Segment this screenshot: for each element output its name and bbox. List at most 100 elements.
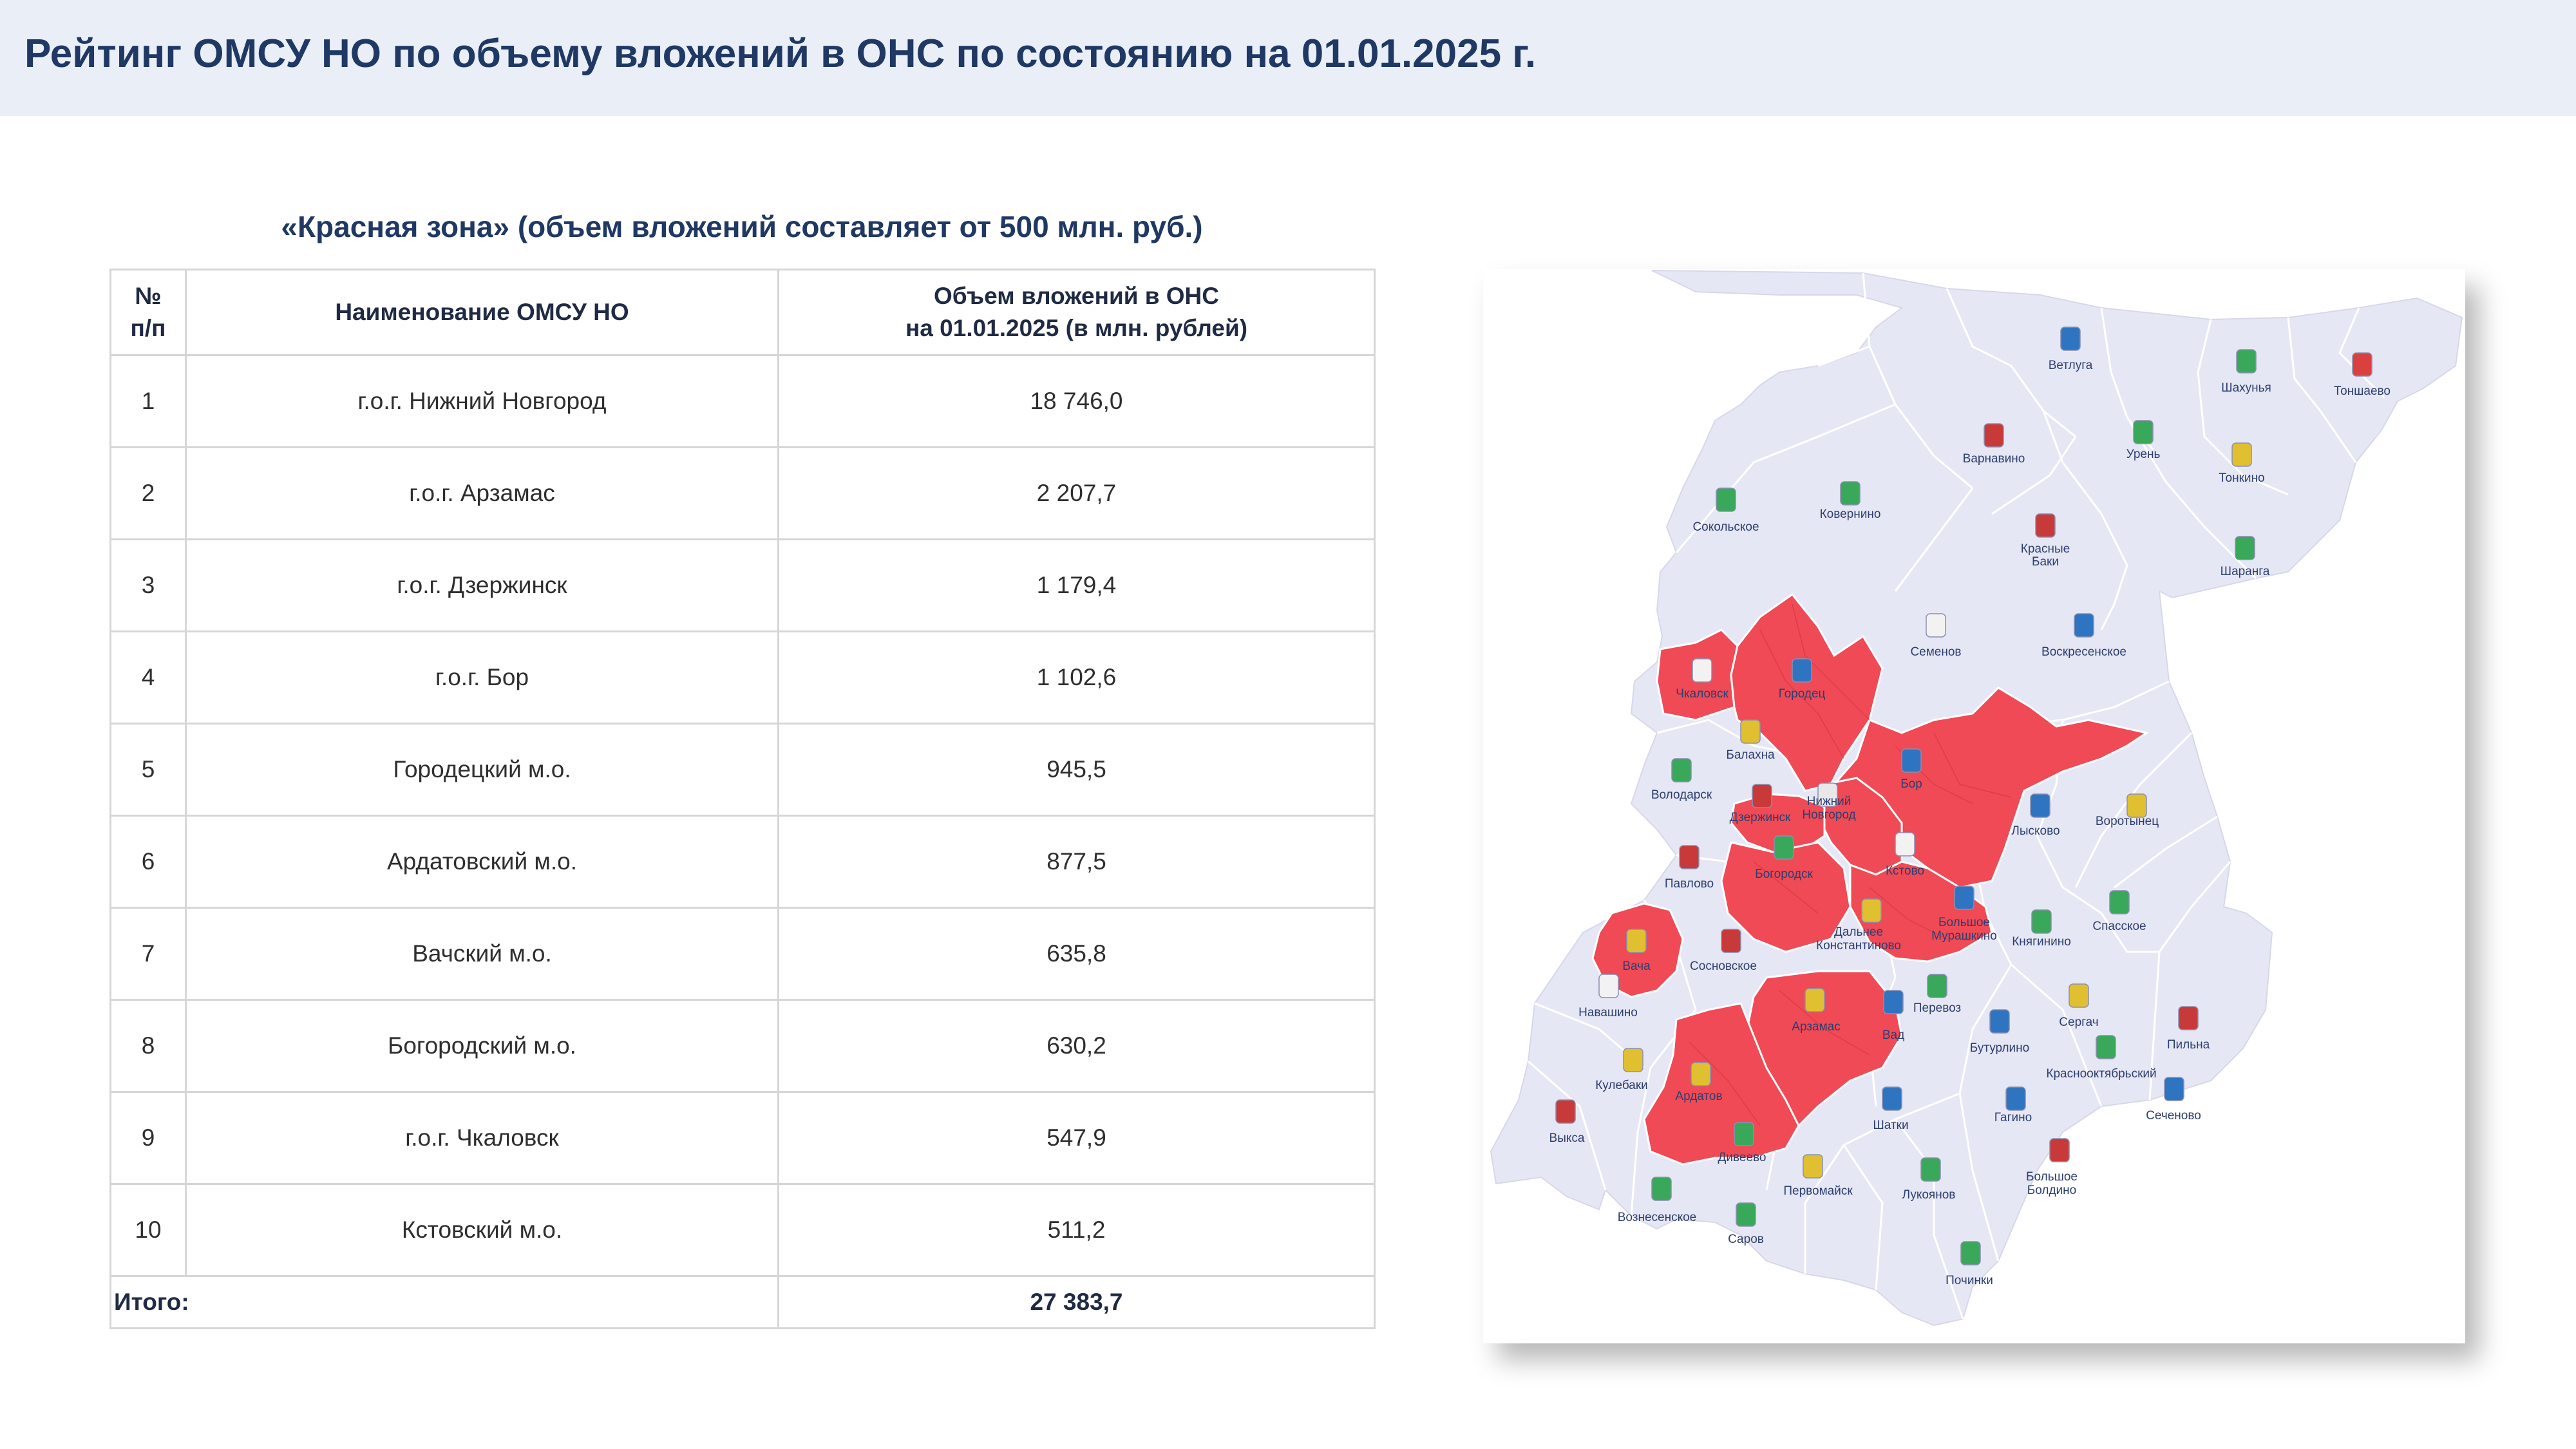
coat-of-arms-icon	[1555, 1099, 1576, 1124]
region-map: Ветлуга Шахунья Тоншаево Варнавино Урень…	[1483, 269, 2465, 1343]
coat-of-arms-icon	[1598, 974, 1619, 998]
label-pochinki: Починки	[1946, 1274, 1993, 1287]
label-bolshoe-boldino-1: Большое	[2026, 1170, 2078, 1184]
coat-of-arms-icon	[2035, 513, 2056, 538]
label-sergach: Сергач	[2059, 1016, 2098, 1029]
coat-of-arms-icon	[2231, 442, 2252, 467]
coat-of-arms-icon	[1920, 1157, 1941, 1182]
row-name: Вачский м.о.	[185, 907, 779, 1001]
coat-of-arms-icon	[2049, 1138, 2070, 1162]
label-pervomaysk: Первомайск	[1783, 1184, 1853, 1198]
label-kstovo: Кстово	[1886, 864, 1924, 878]
label-spasskoe: Спасское	[2092, 920, 2146, 933]
label-krasnye-baki-1: Красные	[2021, 542, 2070, 556]
table-row: 1 г.о.г. Нижний Новгород 18 746,0	[109, 354, 1376, 448]
coat-of-arms-icon	[1926, 613, 1946, 638]
label-vad: Вад	[1882, 1028, 1904, 1042]
table-row: 10 Кстовский м.о. 511,2	[109, 1183, 1376, 1277]
coat-of-arms-icon	[2236, 349, 2257, 374]
label-kovernino: Ковернино	[1820, 507, 1881, 521]
label-krasnooktyabrsky: Краснооктябрьский	[2046, 1067, 2156, 1081]
label-bolshoe-murashkino-2: Мурашкино	[1931, 929, 1997, 943]
coat-of-arms-icon	[2030, 793, 2050, 818]
label-voznesenskoe: Вознесенское	[1618, 1211, 1697, 1224]
label-vyksa: Выкса	[1549, 1132, 1585, 1145]
coat-of-arms-icon	[1690, 1062, 1711, 1086]
label-sokolskoe: Сокольское	[1692, 520, 1759, 534]
total-label: Итого:	[109, 1275, 779, 1329]
table-header-row: № п/п Наименование ОМСУ НО Объем вложений…	[109, 269, 1376, 356]
coat-of-arms-icon	[1692, 658, 1712, 683]
row-value: 635,8	[777, 907, 1376, 1001]
label-bolshoe-murashkino-1: Большое	[1938, 916, 1990, 929]
label-vacha: Вача	[1622, 960, 1651, 973]
coat-of-arms-icon	[1840, 481, 1861, 506]
label-buturlino: Бутурлино	[1970, 1041, 2029, 1055]
label-knyaginino: Княгинино	[2012, 935, 2071, 949]
table-total-row: Итого: 27 383,7	[109, 1275, 1376, 1329]
label-tonkino: Тонкино	[2219, 471, 2264, 485]
coat-of-arms-icon	[2164, 1077, 2184, 1101]
region-map-svg: Ветлуга Шахунья Тоншаево Варнавино Урень…	[1490, 270, 2463, 1327]
label-semenov: Семенов	[1910, 645, 1961, 659]
row-value: 511,2	[777, 1183, 1376, 1277]
coat-of-arms-icon	[1651, 1177, 1672, 1201]
coat-of-arms-icon	[2069, 983, 2089, 1008]
label-sechenovo: Сеченово	[2146, 1109, 2201, 1122]
coat-of-arms-icon	[1984, 423, 2004, 448]
coat-of-arms-icon	[1736, 1202, 1756, 1227]
label-ardatov: Ардатов	[1675, 1090, 1722, 1103]
row-name: г.о.г. Дзержинск	[185, 538, 779, 632]
total-value: 27 383,7	[777, 1275, 1376, 1329]
label-volodarsk: Володарск	[1651, 788, 1712, 802]
row-name: Богородский м.о.	[185, 999, 779, 1093]
header-num-line1: №	[135, 283, 162, 309]
header-volume-line1: Объем вложений в ОНС	[934, 283, 1219, 309]
coat-of-arms-icon	[2133, 420, 2154, 444]
coat-of-arms-icon	[2096, 1035, 2116, 1059]
row-value: 945,5	[777, 723, 1376, 817]
label-varnavino: Варнавино	[1963, 452, 2025, 466]
coat-of-arms-icon	[1960, 1241, 1981, 1265]
row-num: 6	[109, 815, 187, 909]
row-num: 10	[109, 1183, 187, 1277]
coat-of-arms-icon	[1803, 1154, 1823, 1179]
red-zone-districts	[1591, 592, 2149, 1166]
label-gorodets: Городец	[1779, 687, 1826, 701]
row-value: 630,2	[777, 999, 1376, 1093]
coat-of-arms-icon	[2031, 909, 2052, 934]
coat-of-arms-icon	[1626, 929, 1647, 953]
row-num: 7	[109, 907, 187, 1001]
header-num: № п/п	[109, 269, 187, 356]
row-num: 4	[109, 630, 187, 724]
coat-of-arms-icon	[1716, 488, 1736, 512]
row-name: г.о.г. Бор	[185, 630, 779, 724]
coat-of-arms-icon	[2109, 890, 2130, 914]
coat-of-arms-icon	[1927, 974, 1947, 998]
coat-of-arms-icon	[1671, 758, 1692, 782]
label-dalnee-k-1: Дальнее	[1834, 925, 1883, 939]
label-krasnye-baki-2: Баки	[2032, 555, 2059, 569]
label-nn-2: Новгород	[1802, 808, 1855, 822]
row-num: 8	[109, 999, 187, 1093]
coat-of-arms-icon	[2060, 327, 2081, 351]
coat-of-arms-icon	[2005, 1086, 2026, 1111]
row-name: г.о.г. Нижний Новгород	[185, 354, 779, 448]
label-uren: Урень	[2126, 448, 2161, 461]
row-name: Ардатовский м.о.	[185, 815, 779, 909]
coat-of-arms-icon	[1740, 719, 1761, 744]
label-sosnovskoe: Сосновское	[1690, 960, 1757, 973]
header-num-line2: п/п	[130, 315, 166, 341]
coat-of-arms-icon	[1804, 988, 1825, 1012]
label-sarov: Саров	[1728, 1233, 1764, 1246]
coat-of-arms-icon	[1901, 748, 1922, 773]
row-name: Кстовский м.о.	[185, 1183, 779, 1277]
label-dzerzhinsk: Дзержинск	[1730, 811, 1791, 824]
label-shatki: Шатки	[1873, 1119, 1908, 1132]
table-subtitle: «Красная зона» (объем вложений составляе…	[281, 210, 1203, 243]
label-lyskovo: Лысково	[2011, 824, 2060, 838]
label-tonshaevo: Тоншаево	[2334, 384, 2391, 398]
page-title: Рейтинг ОМСУ НО по объему вложений в ОНС…	[24, 32, 1537, 76]
table-row: 9 г.о.г. Чкаловск 547,9	[109, 1091, 1376, 1185]
header-volume-line2: на 01.01.2025 (в млн. рублей)	[905, 315, 1248, 341]
